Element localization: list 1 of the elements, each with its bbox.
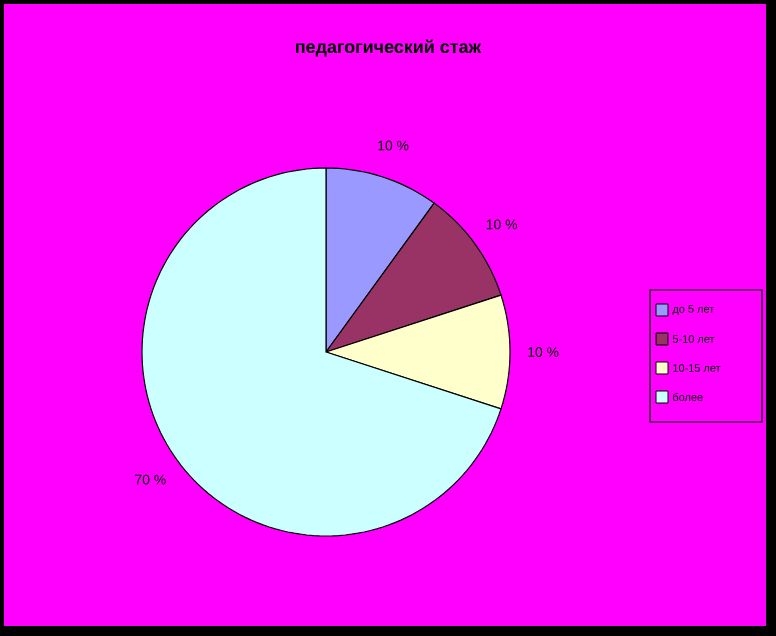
chart-title: педагогический стаж xyxy=(296,39,482,57)
